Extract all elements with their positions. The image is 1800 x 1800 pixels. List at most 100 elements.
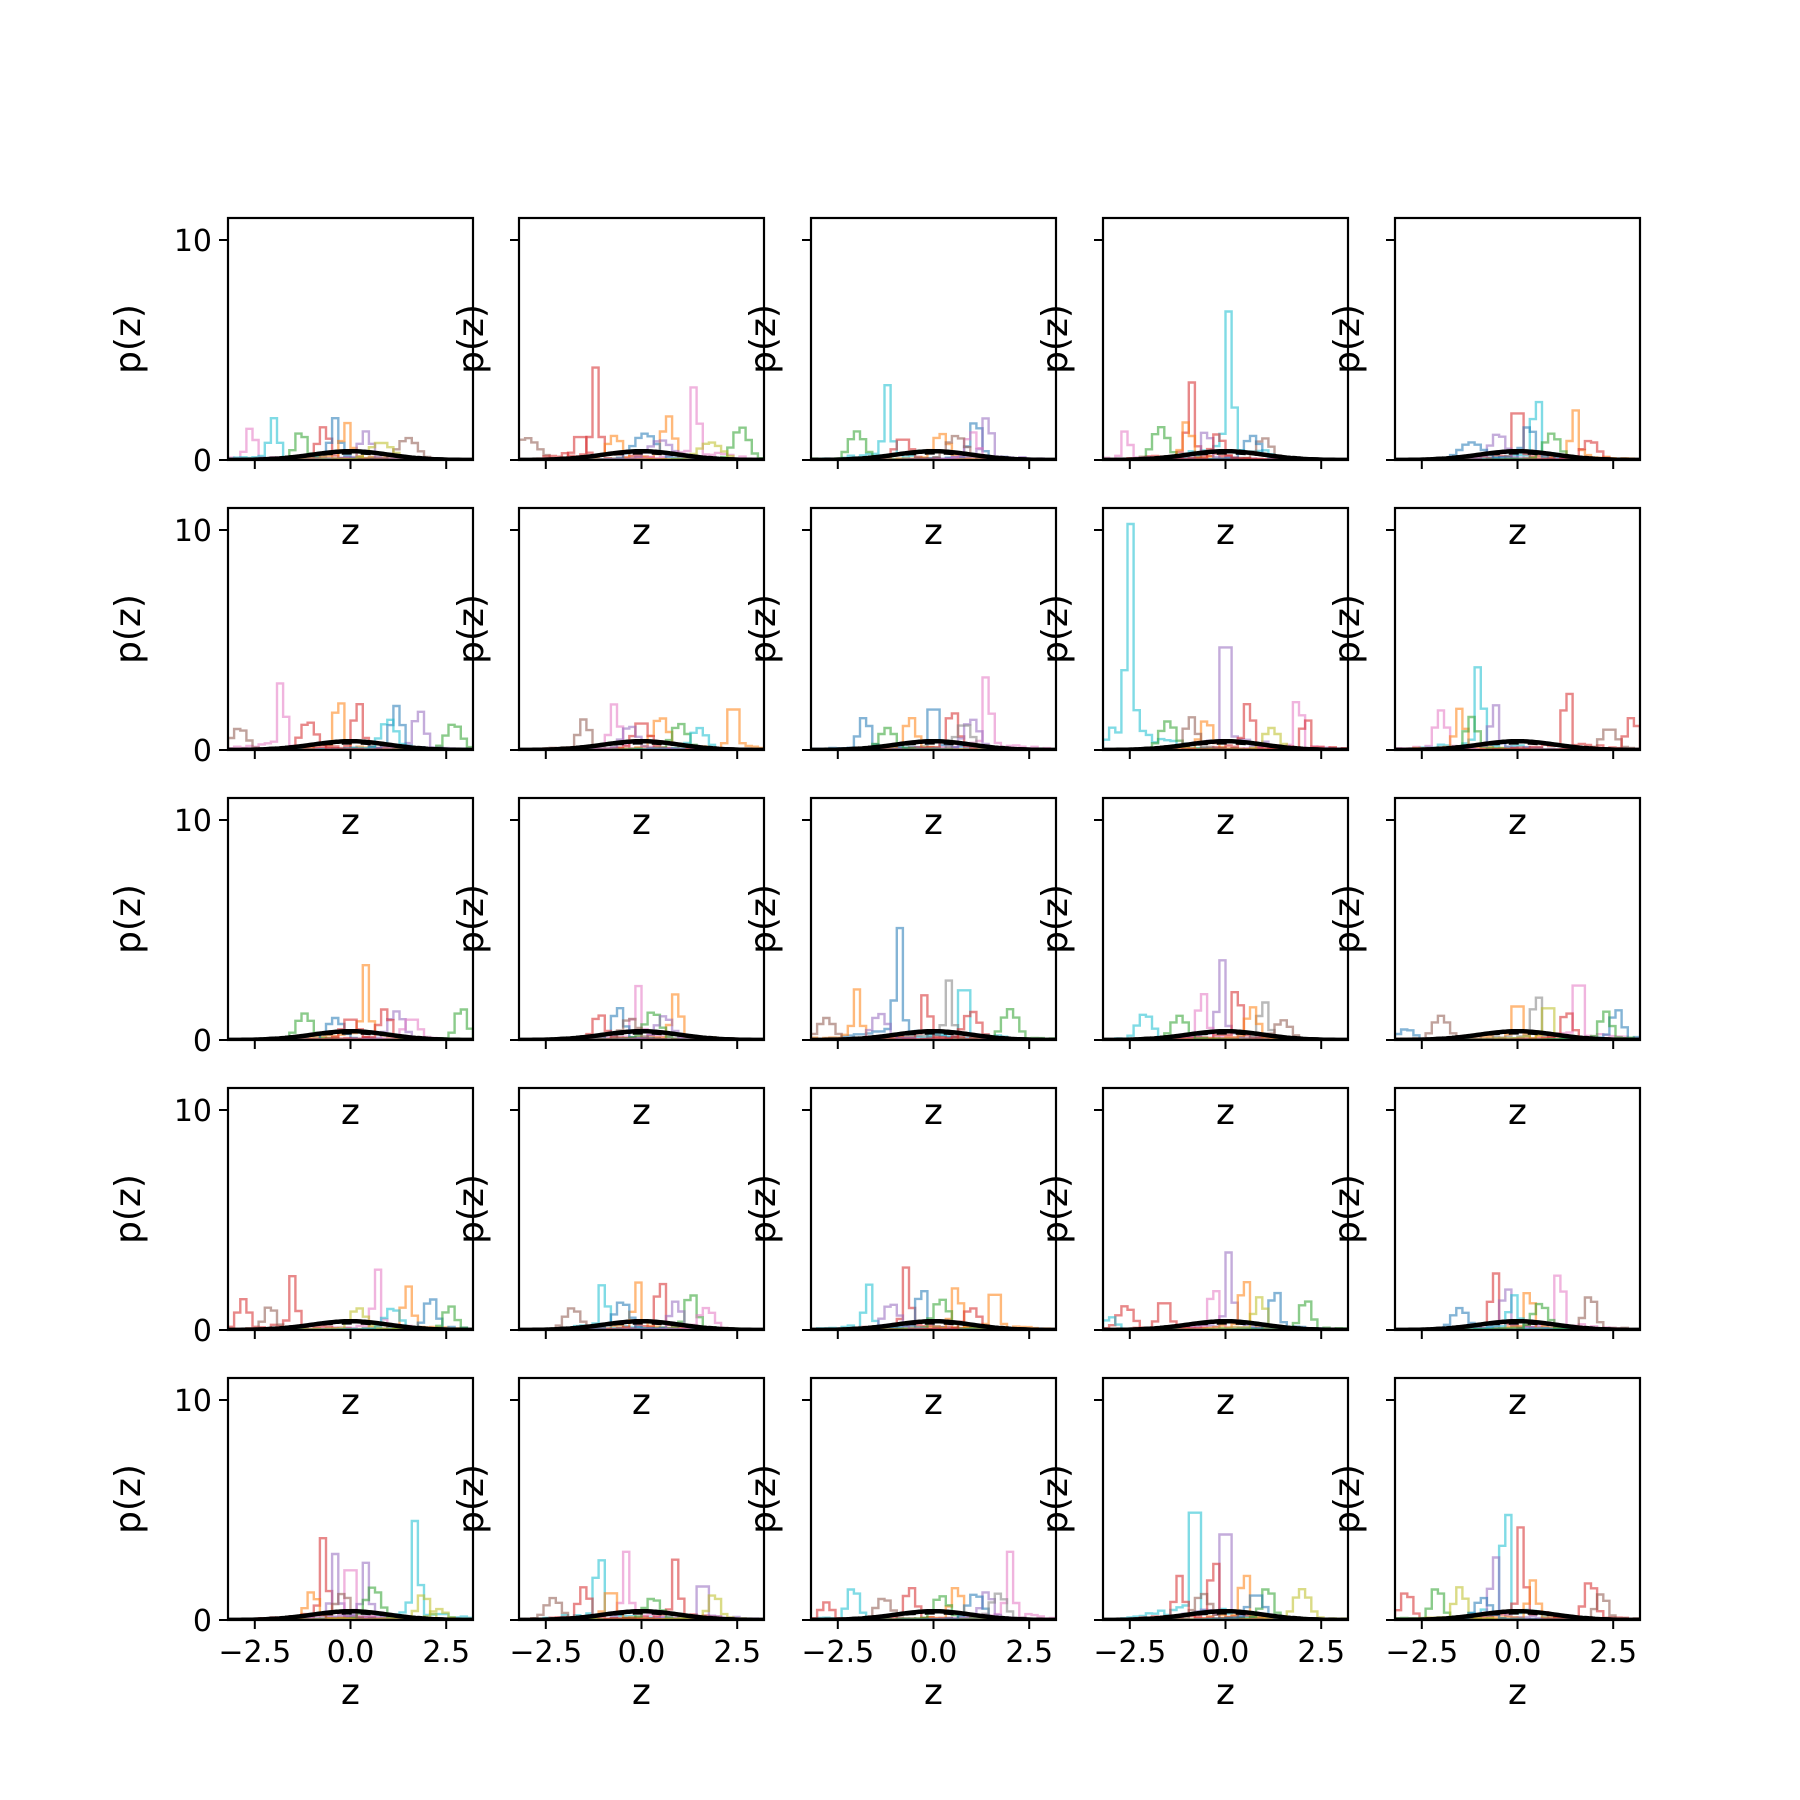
y-tick-label: 10	[174, 804, 212, 839]
x-axis-label: z	[632, 1672, 651, 1713]
x-axis-label: z	[632, 802, 651, 843]
y-axis-label: p(z)	[451, 594, 492, 664]
y-axis-label: p(z)	[108, 304, 149, 374]
y-axis-label: p(z)	[108, 1174, 149, 1244]
aggregate-density-curve	[228, 741, 473, 750]
aggregate-density-curve	[1103, 1321, 1348, 1330]
x-axis-label: z	[1216, 802, 1235, 843]
y-tick-label: 0	[193, 444, 212, 479]
y-axis-label: p(z)	[1035, 1174, 1076, 1244]
y-tick-label: 0	[193, 734, 212, 769]
subplot-r1-c2: z p(z)	[743, 506, 1058, 843]
x-axis-label: z	[924, 802, 943, 843]
aggregate-density-curve	[1395, 451, 1640, 460]
subplot-grid: 0 10 z p(z) z p(z) z p(z) z p(z) z p(z) 0 10 z p(z) z p(z…	[108, 216, 1642, 1713]
subplot-r0-c1: z p(z)	[451, 216, 766, 553]
x-axis-label: z	[341, 512, 360, 553]
aggregate-density-curve	[228, 1321, 473, 1330]
subplot-r2-c0: 0 10 z p(z)	[108, 796, 475, 1133]
y-axis-label: p(z)	[743, 594, 784, 664]
subplot-r4-c3: −2.5 0.0 2.5 z p(z)	[1035, 1376, 1350, 1713]
x-tick-label: 2.5	[1297, 1635, 1345, 1670]
aggregate-density-curve	[811, 451, 1056, 460]
aggregate-density-curve	[1395, 1611, 1640, 1620]
x-tick-label: −2.5	[509, 1635, 582, 1670]
x-axis-label: z	[632, 1382, 651, 1423]
x-tick-label: 0.0	[910, 1635, 958, 1670]
x-tick-label: −2.5	[1093, 1635, 1166, 1670]
subplot-r3-c0: 0 10 z p(z)	[108, 1086, 475, 1423]
subplot-r3-c3: z p(z)	[1035, 1086, 1350, 1423]
aggregate-density-curve	[811, 1031, 1056, 1040]
x-axis-label: z	[341, 802, 360, 843]
aggregate-density-curve	[1395, 1031, 1640, 1040]
x-tick-label: 0.0	[618, 1635, 666, 1670]
aggregate-density-curve	[811, 1611, 1056, 1620]
x-tick-label: 2.5	[1589, 1635, 1637, 1670]
y-tick-label: 0	[193, 1024, 212, 1059]
y-tick-label: 0	[193, 1314, 212, 1349]
aggregate-density-curve	[1395, 1321, 1640, 1330]
y-axis-label: p(z)	[1327, 1464, 1368, 1534]
subplot-r1-c3: z p(z)	[1035, 506, 1350, 843]
aggregate-density-curve	[228, 1031, 473, 1040]
x-tick-label: 0.0	[1494, 1635, 1542, 1670]
subplot-r4-c1: −2.5 0.0 2.5 z p(z)	[451, 1376, 766, 1713]
x-tick-label: −2.5	[218, 1635, 291, 1670]
y-axis-label: p(z)	[1327, 884, 1368, 954]
aggregate-density-curve	[1103, 1031, 1348, 1040]
aggregate-density-curve	[519, 1611, 764, 1620]
y-axis-label: p(z)	[1327, 1174, 1368, 1244]
subplot-r2-c4: z p(z)	[1327, 796, 1642, 1133]
x-axis-label: z	[924, 1092, 943, 1133]
y-axis-label: p(z)	[743, 884, 784, 954]
aggregate-density-curve	[1103, 451, 1348, 460]
aggregate-density-curve	[228, 1611, 473, 1620]
x-axis-label: z	[341, 1672, 360, 1713]
subplot-r3-c2: z p(z)	[743, 1086, 1058, 1423]
x-axis-label: z	[1508, 512, 1527, 553]
x-axis-label: z	[632, 512, 651, 553]
aggregate-density-curve	[519, 451, 764, 460]
x-tick-label: −2.5	[1385, 1635, 1458, 1670]
aggregate-density-curve	[519, 1031, 764, 1040]
y-axis-label: p(z)	[1035, 884, 1076, 954]
subplot-r0-c2: z p(z)	[743, 216, 1058, 553]
x-axis-label: z	[1508, 1382, 1527, 1423]
y-axis-label: p(z)	[1035, 594, 1076, 664]
y-tick-label: 10	[174, 1094, 212, 1129]
x-tick-label: 2.5	[1005, 1635, 1053, 1670]
subplot-r2-c2: z p(z)	[743, 796, 1058, 1133]
aggregate-density-curve	[1395, 741, 1640, 750]
y-axis-label: p(z)	[451, 304, 492, 374]
y-axis-label: p(z)	[1035, 304, 1076, 374]
y-axis-label: p(z)	[743, 1464, 784, 1534]
aggregate-density-curve	[811, 1321, 1056, 1330]
y-axis-label: p(z)	[451, 1464, 492, 1534]
y-tick-label: 10	[174, 1384, 212, 1419]
y-axis-label: p(z)	[1327, 594, 1368, 664]
x-axis-label: z	[1216, 512, 1235, 553]
x-axis-label: z	[341, 1092, 360, 1133]
x-axis-label: z	[924, 1672, 943, 1713]
aggregate-density-curve	[519, 741, 764, 750]
x-tick-label: −2.5	[801, 1635, 874, 1670]
x-axis-label: z	[632, 1092, 651, 1133]
y-axis-label: p(z)	[743, 304, 784, 374]
y-axis-label: p(z)	[1035, 1464, 1076, 1534]
y-axis-label: p(z)	[108, 594, 149, 664]
x-axis-label: z	[924, 512, 943, 553]
x-axis-label: z	[1508, 1092, 1527, 1133]
subplot-r4-c4: −2.5 0.0 2.5 z p(z)	[1327, 1376, 1642, 1713]
subplot-r1-c4: z p(z)	[1327, 506, 1642, 843]
x-tick-label: 0.0	[327, 1635, 375, 1670]
subplot-r1-c1: z p(z)	[451, 506, 766, 843]
y-tick-label: 0	[193, 1604, 212, 1639]
x-tick-label: 0.0	[1202, 1635, 1250, 1670]
aggregate-density-curve	[1103, 741, 1348, 750]
y-axis-label: p(z)	[1327, 304, 1368, 374]
aggregate-density-curve	[519, 1321, 764, 1330]
x-axis-label: z	[1216, 1382, 1235, 1423]
subplot-r2-c3: z p(z)	[1035, 796, 1350, 1133]
